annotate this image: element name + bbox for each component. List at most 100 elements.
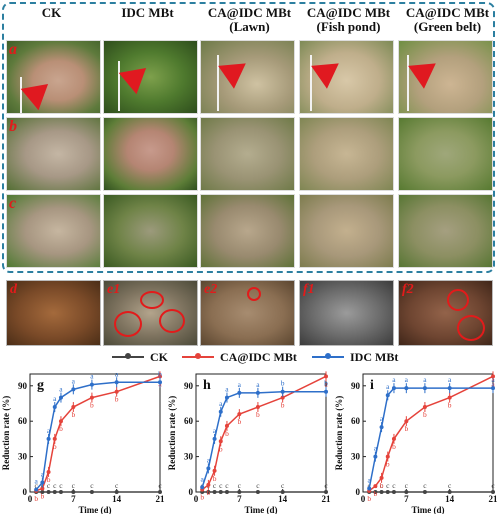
chart-panel-h: 0 30 60 90 0 7 14 21 Time (d) Reduction rate (%) h…	[166, 362, 332, 514]
highlight-circle	[447, 289, 469, 311]
x-tick-label: 14	[445, 494, 455, 504]
significance-letter: c	[59, 481, 63, 490]
flag-pole	[407, 55, 409, 111]
significance-letter: c	[72, 481, 76, 490]
significance-letter: b	[256, 410, 260, 419]
legend-marker	[125, 353, 131, 359]
significance-letter: b	[213, 474, 217, 483]
x-tick-label: 21	[322, 494, 332, 504]
significance-letter: a	[386, 382, 390, 391]
data-point	[391, 436, 396, 441]
panel-label: g	[37, 378, 44, 393]
significance-letter: a	[324, 379, 328, 388]
y-tick-label: 0	[23, 487, 28, 497]
y-axis-label: Reduction rate (%)	[334, 396, 344, 470]
significance-letter: b	[47, 475, 51, 484]
significance-letter: a	[392, 375, 396, 384]
significance-letter: b	[237, 417, 241, 426]
data-point	[255, 390, 260, 395]
data-point	[212, 436, 217, 441]
photo-a-ck: a	[6, 40, 101, 114]
photo-c-lawn	[200, 194, 295, 268]
chart-svg: 0 30 60 90 0 7 14 21 Time (d) Reduction rate (%) h…	[167, 371, 332, 514]
column-header-idc: IDC MBt	[121, 5, 174, 20]
row-label-a: a	[9, 41, 17, 58]
legend-marker	[195, 353, 201, 359]
chart-svg: 0 30 60 90 0 7 14 21 Time (d) Reduction rate (%) i…	[334, 371, 498, 514]
data-point	[385, 454, 390, 459]
data-point	[224, 423, 229, 428]
legend-label-ca: CA@IDC MBt	[220, 349, 297, 364]
data-point	[200, 485, 205, 490]
x-tick-label: 0	[194, 494, 199, 504]
column-header-ck: CK	[41, 5, 62, 20]
data-point	[218, 439, 223, 444]
significance-letter: b	[367, 494, 371, 503]
series-line	[201, 375, 327, 491]
data-point	[58, 490, 63, 494]
photo-f2: f2	[398, 280, 493, 346]
significance-letter: c	[213, 481, 217, 490]
data-point	[52, 436, 57, 441]
highlight-circle	[247, 287, 261, 301]
significance-letter: c	[219, 481, 223, 490]
data-point	[89, 490, 94, 494]
significance-letter: b	[34, 494, 38, 503]
data-point	[206, 490, 211, 494]
data-point	[224, 490, 229, 494]
y-tick-label: 90	[351, 381, 361, 391]
data-point	[324, 490, 328, 494]
data-point	[373, 490, 378, 494]
significance-letter: b	[90, 401, 94, 410]
y-axis-label: Reduction rate (%)	[167, 396, 177, 470]
photo-b-idc	[103, 117, 198, 191]
significance-letter: b	[71, 410, 75, 419]
legend-item-ck: CK	[112, 349, 168, 365]
significance-letter: a	[368, 475, 372, 484]
data-point	[280, 395, 285, 400]
photo-e1: e1	[103, 280, 198, 346]
photo-c-greenbelt	[398, 194, 493, 268]
highlight-circle	[114, 311, 142, 337]
photo-e2: e2	[200, 280, 295, 346]
data-point	[52, 490, 57, 494]
data-point	[379, 425, 384, 430]
significance-letter: b	[404, 424, 408, 433]
photo-b-ck: b	[6, 117, 101, 191]
significance-letter: a	[213, 426, 217, 435]
significance-letter: b	[281, 401, 285, 410]
data-point	[71, 405, 76, 410]
significance-letter: a	[256, 380, 260, 389]
significance-letter: a	[225, 385, 229, 394]
thumb-label-e1: e1	[107, 282, 121, 297]
x-tick-label: 21	[156, 494, 166, 504]
data-point	[114, 389, 119, 394]
y-tick-label: 30	[184, 452, 194, 462]
data-point	[491, 490, 495, 494]
data-point	[40, 480, 45, 485]
data-point	[447, 386, 452, 391]
significance-letter: a	[59, 385, 63, 394]
flag-pole	[118, 61, 120, 111]
data-point	[158, 490, 162, 494]
legend-label-ck: CK	[150, 349, 168, 364]
data-point	[404, 490, 409, 494]
chart-panel-i: 0 30 60 90 0 7 14 21 Time (d) Reduction rate (%) i…	[333, 362, 499, 514]
significance-letter: a	[448, 375, 452, 384]
data-point	[385, 393, 390, 398]
data-point	[212, 468, 217, 473]
significance-letter: c	[225, 481, 229, 490]
y-tick-label: 60	[351, 416, 361, 426]
significance-letter: c	[238, 481, 242, 490]
significance-letter: a	[41, 470, 45, 479]
data-point	[158, 380, 162, 385]
y-axis-label: Reduction rate (%)	[1, 396, 11, 470]
significance-letter: a	[207, 455, 211, 464]
significance-letter: b	[158, 369, 162, 378]
data-point	[158, 374, 162, 379]
data-point	[491, 374, 495, 379]
data-point	[324, 374, 328, 379]
photo-b-greenbelt	[398, 117, 493, 191]
data-point	[114, 380, 119, 385]
y-tick-label: 30	[351, 452, 361, 462]
